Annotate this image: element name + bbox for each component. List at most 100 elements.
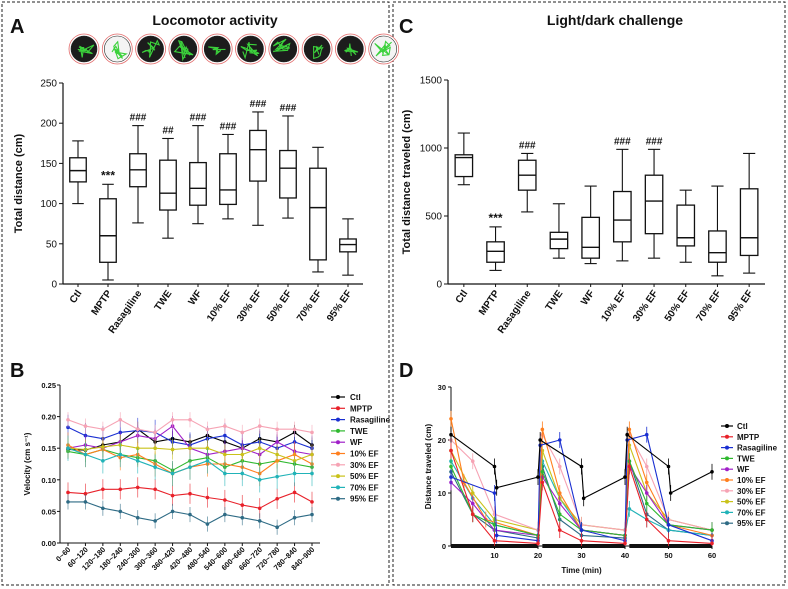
y-tick-label: 0.20 (41, 413, 56, 422)
x-tick-label: TWE (153, 288, 175, 313)
data-point (170, 509, 175, 514)
y-tick-label: 250 (40, 79, 57, 90)
data-point (492, 523, 497, 527)
data-point (449, 432, 453, 437)
x-tick-label: 95% EF (325, 288, 354, 323)
data-point (118, 452, 123, 457)
data-point (470, 491, 475, 495)
data-point (557, 512, 562, 516)
x-tick-label: Ctl (68, 288, 85, 305)
data-point (666, 523, 671, 527)
data-point (449, 417, 453, 421)
data-point (257, 478, 262, 482)
legend-marker (336, 474, 340, 479)
data-point (101, 487, 105, 492)
legend-label: 95% EF (350, 495, 379, 504)
data-point (310, 471, 314, 476)
box-70pct-ef (309, 167, 327, 261)
legend-label: 95% EF (737, 519, 766, 528)
significance-mark: ### (646, 136, 663, 147)
x-tick-label: 60 (708, 551, 716, 560)
data-point (223, 452, 227, 457)
data-point (666, 538, 671, 543)
significance-mark: ### (220, 121, 237, 132)
arena-floor (237, 35, 264, 63)
data-point (275, 427, 279, 432)
y-tick-label: 0.00 (41, 539, 56, 548)
y-tick-label: 200 (40, 119, 57, 130)
data-point (557, 464, 562, 469)
box-70pct-ef (708, 230, 727, 263)
data-point (153, 487, 157, 492)
data-point (153, 430, 157, 435)
data-point (153, 446, 157, 451)
data-point (310, 500, 314, 504)
significance-mark: ### (519, 140, 536, 151)
series-line-wf (450, 464, 713, 537)
arena-track (344, 43, 359, 56)
legend-marker (725, 467, 729, 472)
x-tick-label: MPTP (90, 288, 115, 317)
data-point (188, 491, 192, 496)
y-tick-label: 50 (46, 239, 58, 250)
data-point (449, 448, 453, 453)
y-axis-label: Distance traveled (cm) (424, 423, 433, 509)
y-tick-label: 100 (40, 199, 57, 210)
chart-c: 0 500 1000 1500 Total distance traveled (cm)… (401, 76, 765, 336)
data-point (494, 533, 499, 538)
legend-marker (725, 456, 729, 461)
data-point (223, 424, 227, 428)
legend-marker (725, 424, 729, 428)
y-tick-label: 0.25 (41, 381, 56, 390)
legend-marker (336, 462, 340, 467)
x-tick-label: WF (579, 288, 597, 307)
data-point (170, 493, 175, 498)
x-tick-label: 50% EF (663, 288, 692, 323)
significance-mark: ### (130, 113, 147, 124)
y-tick-label: 1500 (420, 76, 443, 87)
dark-phase-bar (542, 544, 625, 548)
data-point (223, 512, 227, 517)
y-tick-label: 150 (40, 159, 57, 170)
data-point (449, 475, 453, 479)
data-point (188, 446, 192, 451)
box-95pct-ef (739, 188, 759, 257)
box-30pct-ef (249, 129, 267, 182)
data-point (710, 541, 714, 546)
data-point (557, 491, 562, 495)
significance-mark: ### (614, 136, 631, 147)
data-point (135, 485, 140, 490)
data-point (240, 503, 245, 507)
legend-marker (336, 485, 340, 490)
box-30pct-ef (644, 174, 664, 235)
data-point (627, 507, 632, 511)
arena-track (111, 40, 128, 60)
data-point (623, 541, 627, 546)
data-point (557, 528, 562, 532)
x-axis-label: Time (min) (561, 566, 602, 575)
x-tick-label: 30 (577, 551, 585, 560)
data-point (66, 446, 70, 451)
box-twe (549, 231, 569, 250)
data-point (627, 464, 632, 469)
data-point (275, 474, 279, 479)
y-tick-label: 20 (438, 436, 446, 445)
data-point (310, 452, 314, 457)
chart-b: 0.00 0.05 0.10 0.15 0.20 0.25 Velocity (cm s⁻¹… (23, 381, 391, 572)
legend-label: TWE (737, 454, 755, 463)
legend-label: Rasagiline (350, 416, 391, 425)
legend-label: Rasagiline (737, 444, 778, 453)
y-tick-label: 10 (438, 489, 446, 498)
y-tick-label: 0 (51, 280, 57, 291)
box-ctl (69, 157, 87, 183)
arena-track (272, 38, 291, 53)
data-point (538, 438, 542, 442)
y-tick-label: 1000 (420, 144, 443, 155)
data-point (449, 464, 453, 469)
legend-marker (725, 478, 729, 482)
series-line-95pct-ef (450, 461, 713, 539)
series-line-mptp (450, 450, 713, 544)
chart-a: 0 50 100 150 200 250 Total distance (cm) Ctl MPT… (13, 79, 363, 336)
data-point (118, 417, 123, 422)
